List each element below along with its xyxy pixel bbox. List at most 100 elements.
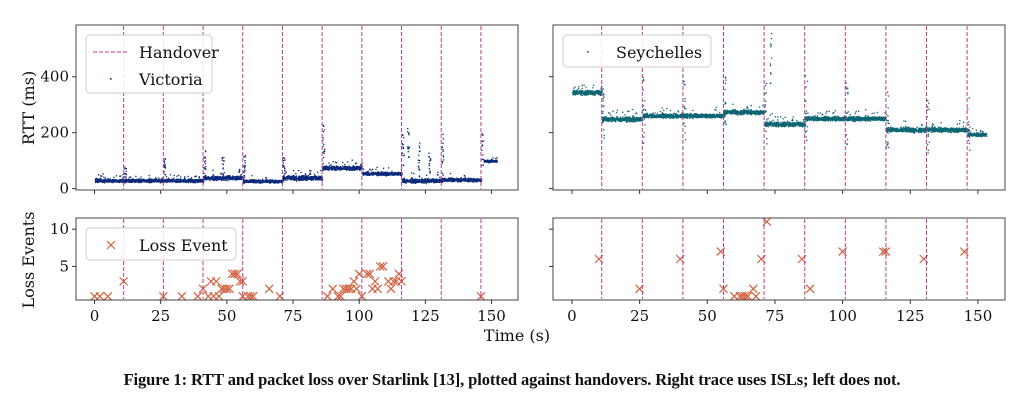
data-point <box>274 179 277 181</box>
data-point <box>188 178 190 180</box>
data-point <box>639 116 642 119</box>
data-point <box>115 175 118 177</box>
data-point <box>317 176 320 179</box>
data-point <box>576 91 578 94</box>
data-point <box>402 181 404 183</box>
data-point <box>601 89 603 91</box>
data-point <box>429 181 431 183</box>
data-point <box>343 168 345 170</box>
data-point <box>179 179 181 182</box>
data-point <box>109 180 111 182</box>
data-point <box>234 178 236 180</box>
data-point <box>587 92 589 95</box>
data-point <box>137 181 139 183</box>
data-point <box>184 181 186 183</box>
data-point <box>288 175 290 177</box>
data-point-spike <box>443 159 445 161</box>
data-point <box>130 178 132 181</box>
data-point <box>310 179 313 181</box>
data-point <box>259 180 261 182</box>
data-point <box>409 179 411 181</box>
data-point <box>452 180 454 183</box>
data-point <box>101 179 103 182</box>
data-point <box>578 86 580 88</box>
data-point <box>227 180 229 182</box>
data-point <box>302 176 305 178</box>
data-point <box>191 179 193 182</box>
data-point <box>572 92 574 94</box>
data-point-spike <box>442 138 444 140</box>
data-point <box>371 171 374 174</box>
data-point <box>130 176 132 178</box>
data-point <box>298 176 301 179</box>
data-point-spike <box>442 156 444 158</box>
data-point <box>281 179 283 181</box>
data-point <box>627 116 629 119</box>
data-point <box>494 160 497 162</box>
data-point <box>434 178 436 180</box>
data-point <box>297 179 300 181</box>
data-point <box>348 169 351 171</box>
data-point-spike <box>323 125 325 127</box>
data-point <box>467 178 469 180</box>
data-point <box>607 120 609 123</box>
data-point-spike <box>164 163 166 165</box>
data-point <box>588 89 590 92</box>
data-point <box>137 179 139 181</box>
data-point <box>189 181 192 184</box>
data-point-spike <box>164 174 167 176</box>
data-point-spike <box>481 145 484 147</box>
data-point-spike <box>223 156 225 159</box>
data-point <box>353 167 355 169</box>
data-point <box>277 180 279 182</box>
data-point <box>426 178 428 181</box>
data-point <box>611 121 613 123</box>
data-point <box>283 176 285 178</box>
data-point <box>446 178 448 180</box>
data-point <box>258 181 260 183</box>
data-point <box>598 93 601 95</box>
data-point <box>108 179 110 181</box>
data-point <box>95 177 98 180</box>
data-point <box>220 173 222 175</box>
data-point-spike <box>482 154 484 156</box>
data-point-spike <box>402 143 404 146</box>
data-point <box>296 180 298 182</box>
data-point-spike <box>442 142 444 144</box>
data-point <box>347 167 349 169</box>
data-point <box>429 180 432 183</box>
data-point <box>221 178 223 180</box>
data-point <box>575 90 577 92</box>
data-point <box>293 175 295 177</box>
data-point <box>578 88 580 90</box>
data-point-spike <box>407 146 409 148</box>
data-point <box>492 157 494 159</box>
data-point-spike <box>442 150 444 153</box>
data-point <box>177 181 179 183</box>
data-point <box>442 177 444 179</box>
axes-frame <box>75 24 519 191</box>
data-point <box>372 173 374 175</box>
data-point <box>195 175 197 177</box>
data-point <box>494 161 497 163</box>
data-point-spike <box>282 157 284 159</box>
data-point-spike <box>204 150 207 152</box>
data-point <box>104 182 106 184</box>
data-point <box>223 176 225 178</box>
data-point-spike <box>429 171 431 173</box>
data-point <box>162 181 165 183</box>
data-point <box>226 176 229 178</box>
data-point <box>346 168 348 170</box>
data-point <box>615 112 618 114</box>
data-point <box>237 177 239 179</box>
data-point-spike <box>407 128 409 130</box>
data-point <box>405 178 408 181</box>
data-point <box>467 180 469 182</box>
data-point <box>477 179 479 181</box>
data-point <box>198 176 200 178</box>
data-point-spike <box>408 134 410 136</box>
data-point <box>450 179 452 181</box>
data-point <box>451 179 453 181</box>
data-point <box>582 90 584 92</box>
data-point-spike <box>402 146 404 148</box>
